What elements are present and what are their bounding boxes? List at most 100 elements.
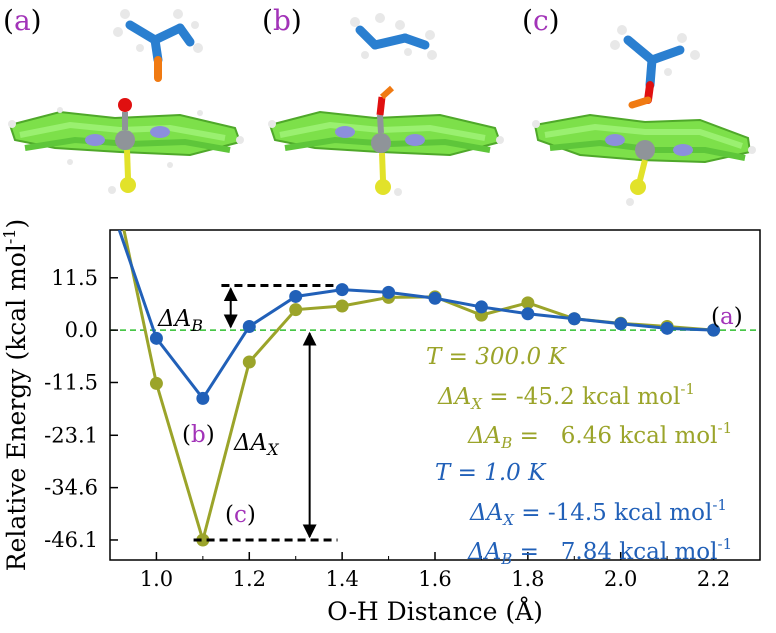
porphyrin-c <box>532 113 756 206</box>
x-tick-label: 1.8 <box>511 567 544 591</box>
legend-1k-ax-sym: ΔA <box>469 500 503 526</box>
data-point <box>149 331 163 345</box>
data-point <box>196 533 210 547</box>
panel-b-letter: b <box>273 4 291 37</box>
data-point <box>382 285 396 299</box>
data-point <box>335 299 349 313</box>
data-point <box>660 321 674 335</box>
point-label-b-open: ( <box>182 422 191 448</box>
series-1k-points <box>149 283 721 405</box>
panel-c-label: (c) <box>522 4 560 37</box>
point-label-c-open: ( <box>225 502 234 528</box>
data-point <box>149 376 163 390</box>
series-1k-line <box>117 230 714 402</box>
panel-a: (a) <box>3 4 244 194</box>
legend-300k-ab-sup: -1 <box>718 419 733 437</box>
molecule-a-propane <box>113 9 203 82</box>
panel-b: (b) <box>262 4 504 196</box>
point-label-c-close: ) <box>247 502 256 528</box>
y-tick-label: 0.0 <box>65 318 98 342</box>
data-point <box>474 300 488 314</box>
y-tick-label: -11.5 <box>44 370 98 394</box>
legend-300k-ax: ΔAX = -45.2 kcal mol-1 <box>437 380 695 413</box>
y-tick-label: 11.5 <box>51 266 98 290</box>
y-axis-title-main: Relative Energy (kcal mol <box>2 244 31 571</box>
legend-1k-ax-val: = -14.5 kcal mol <box>514 500 712 526</box>
delta-ab-label: ΔAB <box>157 306 203 335</box>
legend-1k: T = 1.0 K ΔAX = -14.5 kcal mol-1 ΔAB = 7… <box>435 460 732 568</box>
y-axis-ticks: 11.5 0.0 -11.5 -23.1 -34.6 -46.1 <box>44 266 118 552</box>
data-point <box>242 355 256 369</box>
point-label-c-letter: c <box>234 502 247 528</box>
legend-300k-ax-val: = -45.2 kcal mol <box>482 384 680 410</box>
delta-ax-symbol: ΔA <box>233 430 267 456</box>
x-tick-label: 1.2 <box>233 567 266 591</box>
y-axis-title-sup: -1 <box>0 229 19 245</box>
data-point <box>428 291 442 305</box>
panel-c-open: ( <box>522 4 533 37</box>
panel-b-open: ( <box>262 4 273 37</box>
x-axis-ticks: 1.0 1.2 1.4 1.6 1.8 2.0 2.2 <box>140 552 730 591</box>
x-tick-label: 1.6 <box>418 567 451 591</box>
legend-300k-ab-sub: B <box>500 434 512 452</box>
point-label-a: (a) <box>711 304 743 330</box>
x-tick-label: 2.2 <box>697 567 730 591</box>
legend-300k-ax-sym: ΔA <box>437 384 471 410</box>
data-point <box>521 296 535 310</box>
legend-300k-ab-val: = 6.46 kcal mol <box>512 423 717 449</box>
data-point <box>289 289 303 303</box>
panel-a-label: (a) <box>3 4 42 37</box>
legend-300k-ax-sub: X <box>470 395 483 413</box>
legend-1k-ab-sym: ΔA <box>467 539 501 565</box>
legend-300k: T = 300.0 K ΔAX = -45.2 kcal mol-1 ΔAB =… <box>426 344 732 452</box>
data-point <box>335 283 349 297</box>
molecule-c-propanol <box>610 25 700 109</box>
porphyrin-b <box>268 85 504 196</box>
legend-1k-ab-sup: -1 <box>718 535 733 553</box>
legend-1k-ab-sub: B <box>500 550 512 568</box>
legend-1k-ax: ΔAX = -14.5 kcal mol-1 <box>469 496 727 529</box>
panel-c: (c) <box>522 4 756 206</box>
panel-a-close: ) <box>31 4 42 37</box>
data-point <box>242 319 256 333</box>
legend-1k-ab: ΔAB = 7.84 kcal mol-1 <box>467 535 732 568</box>
legend-1k-ax-sup: -1 <box>712 496 727 514</box>
y-tick-label: -34.6 <box>44 476 98 500</box>
point-label-b-letter: b <box>191 422 206 448</box>
data-point <box>521 307 535 321</box>
panel-a-letter: a <box>14 4 31 37</box>
panel-b-close: ) <box>291 4 302 37</box>
panel-c-close: ) <box>549 4 560 37</box>
data-point <box>567 312 581 326</box>
x-tick-label: 1.4 <box>325 567 358 591</box>
data-point <box>707 323 721 337</box>
panel-a-open: ( <box>3 4 14 37</box>
panel-c-letter: c <box>533 4 549 37</box>
data-point <box>289 303 303 317</box>
delta-ab-symbol: ΔA <box>157 306 191 332</box>
energy-chart: 1.0 1.2 1.4 1.6 1.8 2.0 2.2 11.5 0.0 -11.5 -23.1 -… <box>0 219 761 626</box>
point-label-b-close: ) <box>206 422 215 448</box>
porphyrin-a <box>8 98 244 194</box>
legend-1k-ax-sub: X <box>502 511 515 529</box>
legend-1k-ab-val: = 7.84 kcal mol <box>512 539 717 565</box>
x-tick-label: 2.0 <box>604 567 637 591</box>
x-tick-label: 1.0 <box>140 567 173 591</box>
legend-300k-ab-sym: ΔA <box>467 423 501 449</box>
delta-ax-label: ΔAX <box>233 430 279 459</box>
legend-300k-ax-sup: -1 <box>680 380 695 398</box>
point-label-a-close: ) <box>734 304 743 330</box>
point-label-c: (c) <box>225 502 256 528</box>
point-label-a-open: ( <box>711 304 720 330</box>
y-axis-title-close: ) <box>2 219 31 229</box>
point-label-b: (b) <box>182 422 215 448</box>
y-tick-label: -46.1 <box>44 528 98 552</box>
delta-ab-subscript: B <box>190 316 203 335</box>
data-point <box>196 391 210 405</box>
point-label-a-letter: a <box>720 304 734 330</box>
y-axis-title: Relative Energy (kcal mol-1) <box>0 219 31 571</box>
delta-ax-subscript: X <box>265 440 279 459</box>
data-point <box>614 317 628 331</box>
legend-300k-ab: ΔAB = 6.46 kcal mol-1 <box>467 419 732 452</box>
